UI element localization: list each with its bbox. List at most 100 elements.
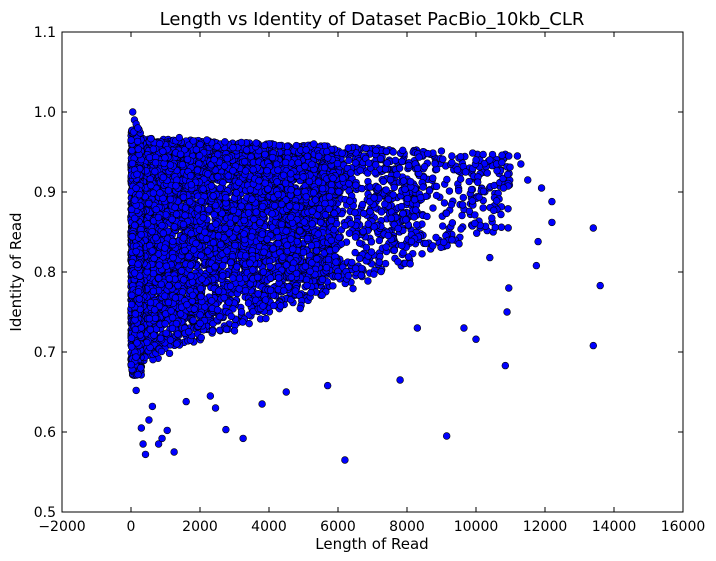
data-point [312,247,321,255]
data-point [209,238,218,247]
data-point [239,318,247,326]
data-point [403,194,412,203]
data-point [386,175,395,184]
data-point [468,197,476,205]
data-point [358,184,366,193]
data-point [229,274,237,282]
data-point [398,157,406,166]
data-point [169,253,177,262]
data-point [162,262,171,270]
data-point [316,218,325,227]
data-point [410,213,418,221]
data-point [382,243,390,251]
data-point [370,270,378,278]
data-point [214,287,223,295]
data-point [506,163,514,171]
data-point [335,233,343,242]
data-point [178,160,187,169]
data-point [372,161,380,169]
data-point [199,185,207,193]
data-point [189,316,197,325]
data-point [181,211,189,220]
data-point [479,204,487,212]
data-point [429,204,437,212]
data-point [148,247,156,255]
data-point [165,349,174,358]
data-point [187,229,195,238]
data-point [376,154,385,163]
points-layer [127,108,604,464]
data-point [497,210,505,219]
data-point [471,219,479,227]
data-point [259,302,267,310]
data-point [248,233,256,241]
data-point [318,275,327,284]
data-point [377,267,385,276]
data-point [289,245,297,253]
data-point [296,304,304,313]
data-point [158,221,166,230]
data-point [456,175,465,183]
data-point [171,294,180,302]
data-point [381,165,390,173]
data-point [303,152,312,161]
data-point [375,258,383,266]
data-point [294,159,302,167]
data-point [201,228,209,236]
data-point [504,224,512,232]
data-point [493,166,501,175]
data-point [357,271,365,280]
data-point [360,209,368,218]
data-point [268,153,277,162]
data-point [235,285,243,293]
data-point [355,254,364,263]
data-point [219,261,227,270]
data-point [205,205,213,214]
data-point [149,287,158,296]
data-point [443,175,451,184]
data-point [219,272,227,280]
data-point [492,197,501,205]
data-point [359,227,367,236]
data-point [204,170,212,178]
data-point [161,292,169,300]
data-point [258,202,267,211]
data-point [244,299,253,307]
data-point [377,208,386,216]
data-point [447,200,456,209]
data-point [395,164,404,172]
data-point [170,223,179,231]
data-point [250,215,258,223]
data-point [324,255,333,264]
data-point [220,162,229,170]
data-point [366,207,374,216]
data-point [341,221,349,230]
data-point [418,250,426,258]
data-point [315,205,324,213]
data-point [192,239,200,248]
data-point [260,141,269,150]
data-point [233,225,241,233]
data-point [425,186,434,195]
data-point [269,301,278,310]
data-point [432,182,441,191]
data-point [335,188,343,196]
data-point [260,248,268,256]
data-point [399,248,407,257]
data-point [177,267,186,275]
data-point [241,252,250,260]
data-point [190,305,198,313]
data-point [362,243,371,252]
data-point [465,177,473,186]
data-point [344,271,353,280]
data-point [412,221,421,229]
data-point [349,284,357,293]
data-point [459,201,467,209]
data-point [261,150,269,159]
data-point [249,165,257,174]
data-point [483,169,491,177]
data-point [227,258,235,267]
data-point [367,238,376,246]
data-point [448,219,457,227]
chart-title: Length vs Identity of Dataset PacBio_10k… [160,9,585,30]
